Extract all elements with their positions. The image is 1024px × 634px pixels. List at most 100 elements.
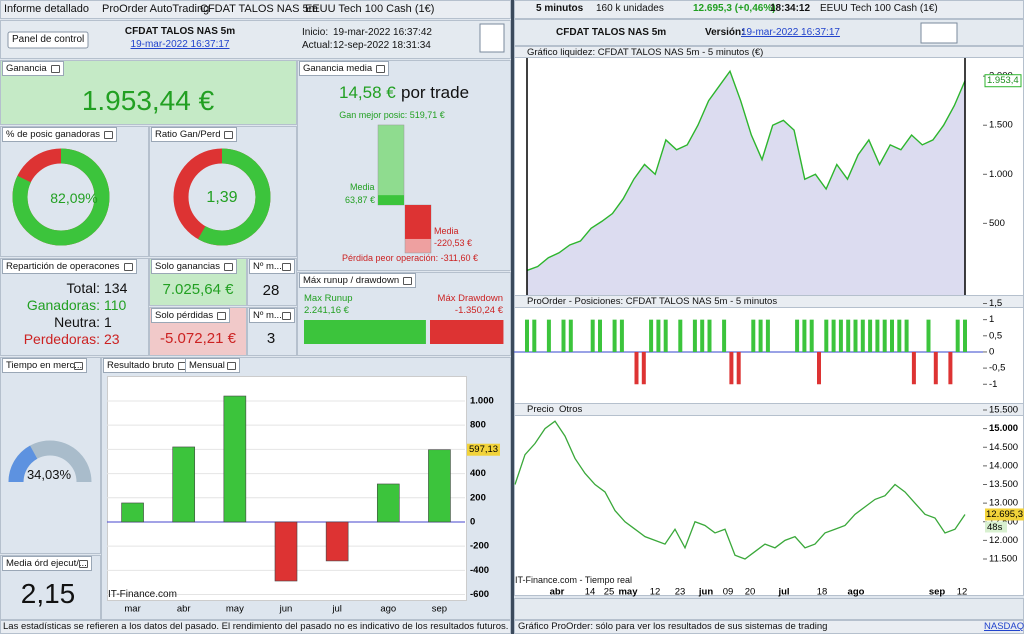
position-bar [546,319,551,352]
y-tick-label: -600 [470,589,489,600]
bar [325,521,349,562]
period-select[interactable]: Mensual [185,358,240,373]
equity-area [527,71,965,295]
x-tick-label: jul [331,604,342,615]
wins-value: 7.025,64 € [162,281,234,298]
orders-value: 2,15 [20,578,76,609]
bar [121,502,144,523]
x-tick-label: jun [279,604,293,615]
start-date: 19-mar-2022 16:37:42 [333,27,432,38]
position-bar [875,319,880,352]
wins-count: 28 [262,282,280,299]
chart-tab[interactable]: Otros [559,404,583,415]
countdown: 48s [987,522,1003,533]
position-bar [751,319,756,352]
y-tick-label: 1.000 [470,396,494,407]
tab[interactable]: ProOrder AutoTrading [102,3,210,15]
position-bar [590,319,595,352]
position-bar [765,319,770,352]
tab[interactable]: CFDAT TALOS NAS 5m [200,3,318,15]
position-bar [933,351,938,385]
position-bar [568,319,573,352]
position-bar [678,319,683,352]
y-tick-label: -0,5 [989,363,1005,374]
position-bar [802,319,807,352]
bar [376,483,400,523]
donut-arc [12,148,110,246]
chart-tab[interactable]: Precio [527,404,554,415]
chart-title: Gráfico liquidez: CFDAT TALOS NAS 5m - 5… [527,47,764,58]
y-tick-label: -400 [470,565,489,576]
panel-title: Ratio Gan/Perd [151,127,238,142]
x-tick-label: 25 [604,587,615,598]
menu-button[interactable] [7,31,89,49]
units[interactable]: 160 k unidades [596,3,664,14]
time-value: 34,03% [26,467,72,482]
y-tick-label: 13.000 [989,498,1018,509]
version-date[interactable]: 19-mar-2022 16:37:17 [741,27,840,38]
report-icon[interactable] [920,22,958,44]
quote: 12.695,3 (+0,46%) [693,3,776,14]
x-tick-label: abr [177,604,191,615]
y-tick-label: 12.000 [989,535,1018,546]
bar [223,395,247,523]
bar [274,521,298,582]
system-date[interactable]: 19-mar-2022 16:37:17 [130,39,230,50]
x-tick-label: 12 [650,587,661,598]
drawdown-label: Máx Drawdown [437,293,503,304]
watermark: IT-Finance.com [108,589,177,600]
now-date: 12-sep-2022 18:31:34 [333,40,431,51]
tab[interactable]: EEUU Tech 100 Cash (1€) [305,3,435,15]
position-bar [948,351,953,385]
clock: 18:34:12 [770,3,811,14]
y-tick-label: 15.000 [989,423,1018,434]
position-bar [904,319,909,352]
x-tick-label: 23 [675,587,686,598]
loss-label: Media [434,226,459,236]
position-bar [897,319,902,352]
last-marker [985,508,1024,521]
x-tick-label: abr [550,587,565,598]
tab[interactable]: Informe detallado [4,3,89,15]
split-label: Neutra: [54,314,100,330]
split-value: 110 [104,297,127,313]
menu-label[interactable]: Panel de control [12,34,85,45]
position-bar [532,319,537,352]
panel-title: Tiempo en merc... [2,358,88,373]
split-label: Ganadoras: [26,297,100,313]
y-tick-label: 11.500 [989,554,1017,565]
y-tick-label: 0 [989,346,994,357]
y-tick-label: 1.500 [989,120,1013,131]
panel-title: Ganancia [2,61,64,76]
position-bar [692,319,697,352]
watermark: IT-Finance.com - Tiempo real [515,575,633,585]
bar [172,446,196,523]
current-label: 597,13 [469,444,498,455]
x-tick-label: may [618,587,638,598]
drawdown-value: -1.350,24 € [454,305,503,316]
exchange[interactable]: NASDAQ [984,621,1024,632]
x-tick-label: 12 [957,587,968,598]
y-tick-label: 0,5 [989,330,1002,341]
gain-panel [0,60,297,125]
avg-unit: por trade [401,83,470,102]
y-tick-label: 500 [989,218,1005,229]
y-tick-label: -200 [470,541,489,552]
y-tick-label: 400 [470,468,486,479]
position-bar [860,319,865,352]
panel-title: Solo pérdidas [151,308,231,323]
timeframe[interactable]: 5 minutos [536,3,584,14]
y-tick-label: 15.500 [989,405,1018,416]
current-marker [467,443,500,456]
split-label: Total: [66,280,100,296]
ratio-panel [149,126,297,257]
panel-title: Repartición de operacones [2,259,137,274]
position-bar [831,319,836,352]
x-tick-label: jun [698,587,713,598]
footer-note: Gráfico ProOrder: sólo para ver los resu… [518,621,828,632]
split-value: 23 [104,331,120,347]
split-panel [0,258,149,356]
position-bar [619,319,624,352]
report-icon[interactable] [479,23,505,53]
x-tick-label: jul [777,587,789,598]
